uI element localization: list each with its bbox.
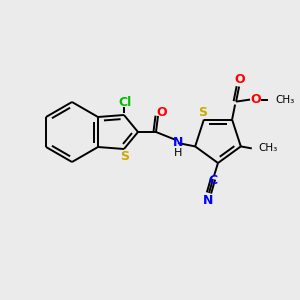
Text: Cl: Cl: [118, 95, 132, 109]
Text: CH₃: CH₃: [259, 143, 278, 153]
Text: O: O: [157, 106, 167, 118]
Text: C: C: [208, 175, 217, 188]
Text: S: S: [121, 149, 130, 163]
Text: O: O: [235, 73, 245, 86]
Text: H: H: [174, 148, 182, 158]
Text: S: S: [198, 106, 207, 119]
Text: CH₃: CH₃: [275, 94, 294, 105]
Text: O: O: [251, 93, 261, 106]
Text: N: N: [173, 136, 183, 149]
Text: N: N: [203, 194, 213, 206]
